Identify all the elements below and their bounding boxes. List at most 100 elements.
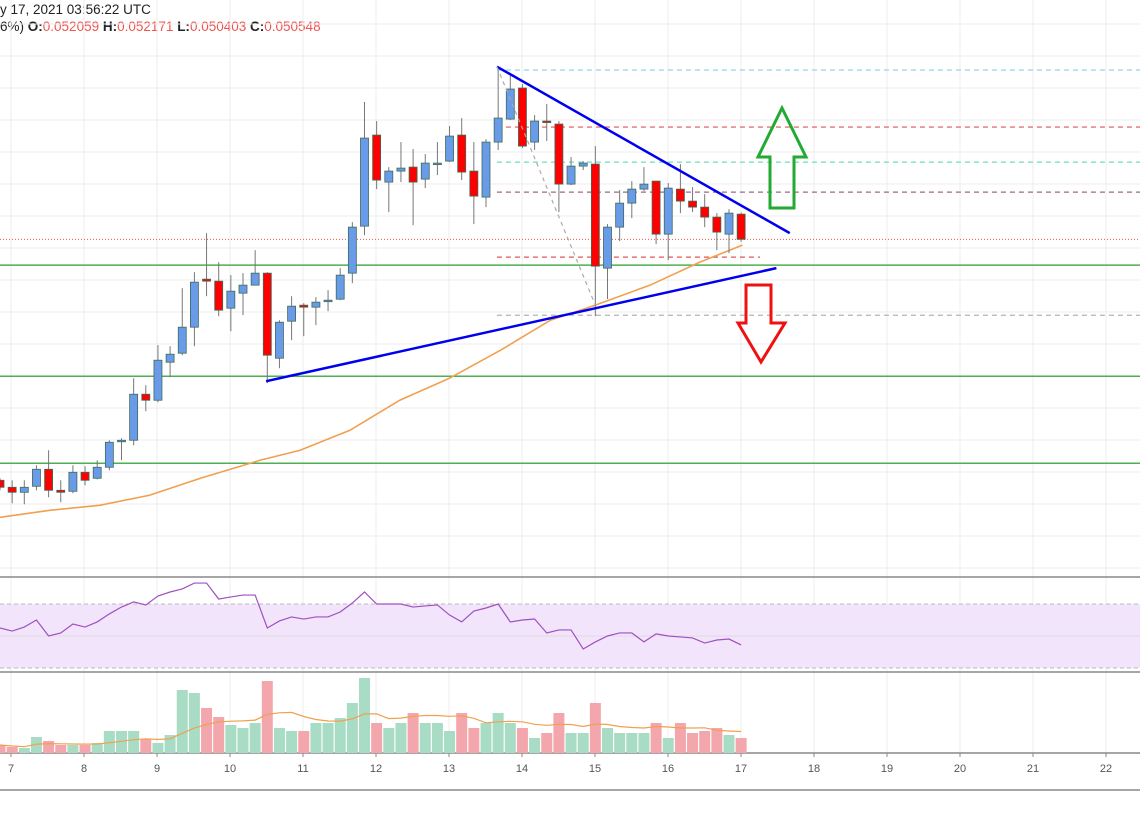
candle-body <box>165 353 175 363</box>
time-axis[interactable]: 7 8 9 10 11 12 13 14 15 16 17 18 19 20 21 22 <box>8 753 1112 775</box>
volume-bar <box>735 738 747 753</box>
candle-body <box>712 216 722 233</box>
trendlines <box>265 65 791 383</box>
volume-bar <box>516 728 528 753</box>
axis-tick-label: 11 <box>297 763 308 775</box>
candle-body <box>542 120 552 123</box>
volume-bar <box>6 747 18 753</box>
rsi-line <box>0 582 742 650</box>
volume-bar <box>298 731 310 753</box>
volume-bar <box>407 713 419 753</box>
candle-body <box>226 290 236 309</box>
candle-body <box>420 162 430 180</box>
moving-average <box>0 244 743 519</box>
volume-bar <box>310 723 322 753</box>
candle-body <box>104 441 114 468</box>
volume-bar <box>18 748 30 753</box>
volume-bar <box>213 717 225 753</box>
candle-body <box>615 202 625 228</box>
candle-body <box>481 141 491 198</box>
volume-bar <box>225 725 237 753</box>
candle-body <box>676 188 685 202</box>
candle-body <box>44 468 53 491</box>
candle-body <box>736 213 746 240</box>
candle-body <box>335 274 345 300</box>
volume-bar <box>261 681 273 753</box>
candle-body <box>141 393 151 401</box>
breakdown-down-arrow-icon <box>735 283 788 365</box>
axis-tick-label: 10 <box>224 763 236 775</box>
candle-body <box>700 206 710 218</box>
candle-body <box>530 120 539 143</box>
volume-ma-line <box>0 711 742 748</box>
candle-body <box>311 301 321 308</box>
volume-bar <box>273 728 285 753</box>
candle-body <box>554 123 564 185</box>
candle-body <box>505 88 515 120</box>
volume-bar <box>492 713 504 753</box>
volume-bar <box>431 723 443 753</box>
candle-body <box>80 471 90 481</box>
volume-bar <box>140 739 152 753</box>
volume-bar <box>674 723 686 753</box>
volume-bar <box>711 728 723 753</box>
close-value: 0.050548 <box>264 19 321 34</box>
volume-bar <box>67 745 79 753</box>
volume-bar <box>614 733 626 753</box>
volume-bar <box>43 741 55 753</box>
candle-body <box>408 166 418 183</box>
trendline <box>265 266 777 383</box>
volume-bar <box>419 723 431 753</box>
candle-body <box>384 170 394 183</box>
volume-bar <box>322 723 334 753</box>
low-value: 0.050403 <box>189 19 247 34</box>
volume-bar <box>237 728 249 753</box>
volume-bar <box>30 737 42 753</box>
candle-body <box>566 165 576 185</box>
volume-bar <box>553 713 565 753</box>
candle-body <box>32 468 41 487</box>
candle-body <box>432 162 442 165</box>
candle-body <box>372 134 382 181</box>
candle-body <box>189 281 199 328</box>
volume-bar <box>565 733 577 753</box>
candle-body <box>518 87 527 147</box>
candle-body <box>275 321 284 359</box>
volume-bar <box>0 745 6 753</box>
volume-bar <box>662 738 674 753</box>
candle-body <box>445 135 454 162</box>
candle-body <box>651 180 661 235</box>
axis-tick-label: 9 <box>154 763 160 775</box>
candle-body <box>202 278 211 282</box>
price-levels <box>0 69 1140 465</box>
volume-bar <box>687 733 699 753</box>
volume-bar <box>541 733 553 753</box>
candle-body <box>724 212 734 235</box>
axis-tick-label: 15 <box>589 763 601 775</box>
volume-bar <box>444 731 456 753</box>
candle-body <box>129 393 139 441</box>
volume-bar <box>79 745 91 753</box>
volume-bar <box>480 723 492 753</box>
axis-tick-label: 20 <box>954 763 966 775</box>
volume-bar <box>55 745 67 753</box>
chart-datetime: y 17, 2021 03:56:22 UTC <box>0 2 151 17</box>
volume-bar <box>456 713 468 753</box>
candle-body <box>360 137 369 227</box>
candle-body <box>688 200 697 208</box>
volume-bar <box>468 728 480 753</box>
candle-body <box>627 188 637 204</box>
volume-bar <box>201 708 213 753</box>
candle-body <box>347 226 357 274</box>
volume-bar <box>176 690 188 753</box>
candle-body <box>68 471 78 492</box>
volume-bar <box>383 728 395 753</box>
candle-body <box>92 466 102 479</box>
volume-bar <box>577 733 589 753</box>
candle-body <box>56 489 66 493</box>
volume-bar <box>359 678 370 753</box>
volume-bar <box>699 731 711 753</box>
volume-bar <box>103 731 115 753</box>
candle-body <box>177 326 187 354</box>
